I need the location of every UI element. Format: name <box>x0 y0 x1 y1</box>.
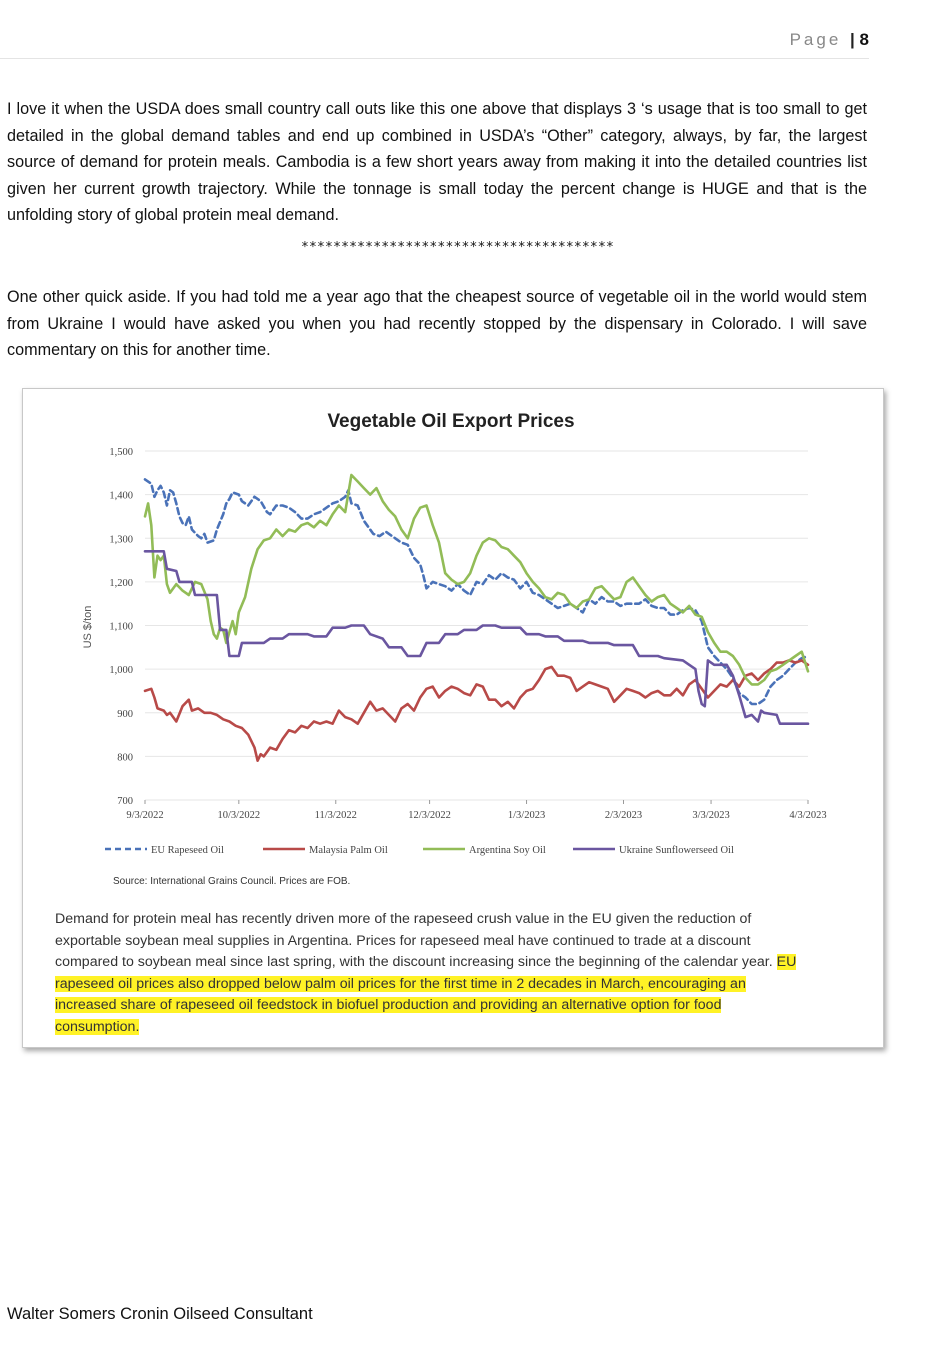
chart-figure: Vegetable Oil Export Prices US $/ton 700… <box>22 388 884 1048</box>
page-footer: Walter Somers Cronin Oilseed Consultant <box>7 1305 313 1323</box>
y-tick-label: 900 <box>117 709 133 720</box>
legend-label: Malaysia Palm Oil <box>309 845 388 856</box>
series-line-ukraine-sunflowerseed-oil <box>143 550 810 725</box>
legend-label: Argentina Soy Oil <box>469 845 546 856</box>
chart-series <box>143 473 810 762</box>
legend-label: EU Rapeseed Oil <box>151 845 224 856</box>
x-tick-label: 11/3/2022 <box>315 810 357 821</box>
page-number: 8 <box>859 30 869 49</box>
chart-svg: Vegetable Oil Export Prices US $/ton 700… <box>82 411 827 887</box>
y-tick-label: 1,000 <box>109 665 133 676</box>
y-tick-label: 700 <box>117 796 133 807</box>
x-tick-label: 3/3/2023 <box>692 810 729 821</box>
series-line-argentina-soy-oil <box>143 473 810 686</box>
y-axis-label: US $/ton <box>82 606 94 649</box>
page-header: Page | 8 <box>0 30 869 59</box>
x-tick-label: 2/3/2023 <box>605 810 642 821</box>
page-separator: | <box>850 30 855 49</box>
caption-text: Demand for protein meal has recently dri… <box>55 911 777 970</box>
y-tick-label: 1,200 <box>109 578 133 589</box>
page-label: Page <box>789 30 842 49</box>
x-tick-label: 12/3/2022 <box>408 810 451 821</box>
x-axis-ticks: 9/3/2022 10/3/2022 11/3/2022 12/3/2022 1/3/2… <box>126 800 827 821</box>
series-line-eu-rapeseed-oil <box>143 478 810 706</box>
x-tick-label: 1/3/2023 <box>508 810 545 821</box>
body-paragraph-2: One other quick aside. If you had told m… <box>7 288 867 359</box>
y-tick-label: 1,400 <box>109 491 133 502</box>
chart-title: Vegetable Oil Export Prices <box>327 411 574 432</box>
y-axis-ticks: 700 800 900 1,000 1,100 1,200 1,300 1,400 1,500 <box>109 447 133 807</box>
chart-source-note: Source: International Grains Council. Pr… <box>113 876 350 887</box>
body-paragraph-1: I love it when the USDA does small count… <box>7 100 867 224</box>
series-line-malaysia-palm-oil <box>143 659 810 762</box>
y-tick-label: 1,100 <box>109 622 133 633</box>
y-tick-label: 1,500 <box>109 447 133 458</box>
chart-legend: EU Rapeseed Oil Malaysia Palm Oil Argentin… <box>105 845 734 856</box>
chart-caption: Demand for protein meal has recently dri… <box>55 909 807 1038</box>
section-divider: *************************************** <box>300 240 615 255</box>
x-tick-label: 10/3/2022 <box>218 810 261 821</box>
x-tick-label: 4/3/2023 <box>789 810 826 821</box>
y-tick-label: 800 <box>117 752 133 763</box>
legend-label: Ukraine Sunflowerseed Oil <box>619 845 734 856</box>
x-tick-label: 9/3/2022 <box>126 810 163 821</box>
y-tick-label: 1,300 <box>109 534 133 545</box>
